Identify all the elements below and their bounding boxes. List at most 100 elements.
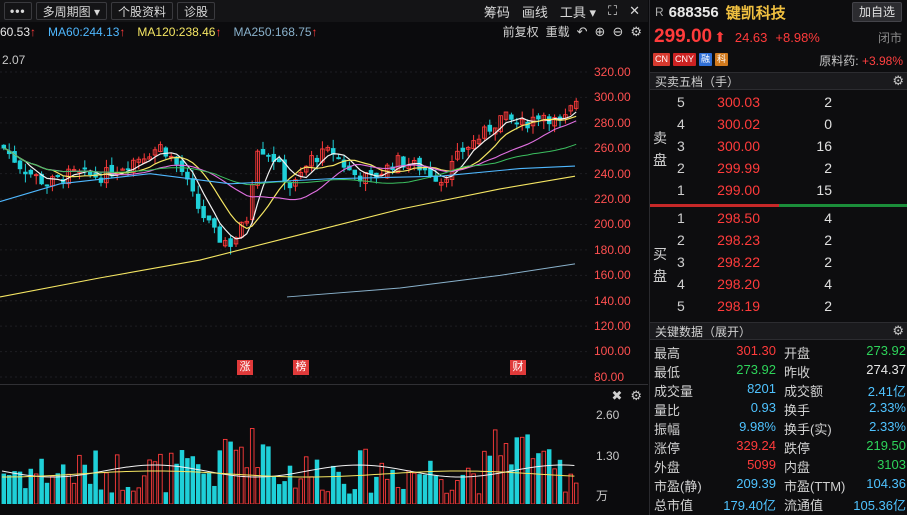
ma5-line — [3, 111, 577, 240]
close-volume-icon[interactable]: ✖ — [611, 388, 623, 403]
volume-bar — [320, 489, 325, 504]
orderbook-level: 1 — [677, 210, 685, 226]
undo-icon[interactable]: ↶ — [576, 23, 588, 39]
key-data-value: 8201 — [747, 381, 776, 396]
orderbook-qty: 16 — [816, 138, 832, 154]
candle-body — [519, 118, 525, 126]
volume-bar — [557, 459, 563, 504]
volume-bar — [487, 455, 493, 504]
limit-up-marker[interactable]: 涨 — [237, 360, 253, 375]
volume-bar — [158, 453, 163, 504]
candle-body — [509, 114, 514, 120]
adjust-dropdown[interactable]: 前复权 — [502, 25, 539, 39]
volume-bar — [82, 464, 88, 504]
kline-chart-area[interactable]: ••• 多周期图 ▾ 个股资料 诊股 筹码 画线 工具 ▾ ⛶ ✕ 60.53↑… — [0, 0, 648, 515]
candle-body — [125, 168, 131, 171]
multi-period-dropdown[interactable]: 多周期图 ▾ — [35, 2, 107, 20]
orderbook-buy-row[interactable]: 4 298.20 4 — [650, 276, 907, 298]
orderbook-buy-row[interactable]: 3 298.22 2 — [650, 254, 907, 276]
key-data-label: 成交额 — [784, 384, 824, 399]
ma40-line — [3, 143, 577, 186]
candle-body — [120, 168, 125, 171]
volume-bar — [152, 461, 158, 504]
candle-body — [28, 169, 34, 175]
stock-name: 键凯科技 — [725, 4, 786, 22]
volume-bar — [357, 450, 363, 504]
candle-body — [217, 226, 223, 243]
candle-body — [487, 124, 493, 132]
volume-settings-icon[interactable]: ⚙ — [630, 388, 642, 403]
orderbook-buy-row[interactable]: 5 298.19 2 — [650, 298, 907, 320]
key-data-row: 振幅 9.98% 换手(实) 2.33% — [650, 419, 907, 438]
orderbook-qty: 2 — [824, 160, 832, 176]
candle-body — [320, 148, 325, 163]
key-data-label: 换手(实) — [784, 422, 832, 437]
tools-dropdown[interactable]: 工具 ▾ — [559, 4, 596, 20]
candle-body — [147, 156, 152, 160]
orderbook-sell-row[interactable]: 2 299.99 2 — [650, 160, 907, 182]
candlestick-chart[interactable] — [0, 41, 590, 383]
diagnose-button[interactable]: 诊股 — [176, 2, 215, 20]
zoom-in-icon[interactable]: ⊕ — [594, 23, 606, 39]
orderbook-sell-row[interactable]: 3 300.00 16 — [650, 138, 907, 160]
volume-bar — [455, 479, 460, 504]
candle-body — [568, 105, 574, 112]
volume-bar — [395, 487, 401, 504]
volume-bar — [239, 446, 244, 504]
add-watchlist-button[interactable]: 加自选 — [851, 2, 902, 22]
candle-body — [438, 181, 444, 186]
candle-body — [336, 157, 341, 160]
chips-button[interactable]: 筹码 — [483, 4, 510, 20]
candle-body — [309, 155, 314, 167]
settings-icon[interactable]: ⚙ — [630, 23, 642, 39]
volume-bar — [503, 443, 509, 504]
concept-change[interactable]: 原料药: +3.98% — [819, 54, 903, 68]
quote-panel: R 688356 键凯科技 加自选 299.00 ⬆ 24.63 +8.98% … — [649, 0, 907, 515]
key-data-title[interactable]: 关键数据（展开） ⚙ — [650, 322, 907, 340]
candle-body — [552, 117, 557, 127]
orderbook-buy-row[interactable]: 2 298.23 2 — [650, 232, 907, 254]
zoom-out-icon[interactable]: ⊖ — [612, 23, 624, 39]
menu-button[interactable]: ••• — [4, 2, 32, 20]
candle-body — [460, 147, 466, 152]
volume-bar — [185, 458, 190, 504]
candle-body — [233, 237, 239, 245]
candle-body — [471, 140, 476, 150]
candle-body — [104, 167, 109, 184]
orderbook-qty: 2 — [824, 298, 832, 314]
volume-bar — [71, 482, 77, 504]
candle-body — [206, 215, 212, 221]
orderbook-sell-row[interactable]: 4 300.02 0 — [650, 116, 907, 138]
volume-chart[interactable] — [0, 386, 590, 504]
orderbook-settings-icon[interactable]: ⚙ — [892, 73, 904, 88]
volume-bar — [114, 454, 120, 504]
financial-marker[interactable]: 财 — [510, 360, 526, 375]
candle-body — [33, 174, 39, 177]
volume-bar — [66, 473, 71, 504]
key-data-label: 内盘 — [784, 460, 811, 475]
price-axis-label: 260.00 — [594, 141, 631, 156]
volume-bar — [44, 482, 50, 504]
candle-body — [163, 147, 169, 157]
key-data-label: 昨收 — [784, 365, 811, 380]
ranking-marker[interactable]: 榜 — [293, 360, 309, 375]
volume-bar — [411, 472, 417, 504]
orderbook-split-bar — [650, 204, 907, 207]
orderbook-sell-row[interactable]: 1 299.00 15 — [650, 182, 907, 204]
fullscreen-icon[interactable]: ⛶ — [607, 3, 618, 18]
candle-body — [185, 171, 190, 180]
orderbook-sell-row[interactable]: 5 300.03 2 — [650, 94, 907, 116]
candle-body — [71, 169, 77, 172]
last-price: 299.00 — [654, 26, 713, 47]
orderbook-qty: 15 — [816, 182, 832, 198]
candle-body — [44, 184, 50, 187]
close-icon[interactable]: ✕ — [629, 3, 640, 18]
orderbook-buy-row[interactable]: 1 298.50 4 — [650, 210, 907, 232]
volume-bar — [50, 475, 55, 504]
reload-button[interactable]: 重载 — [545, 25, 570, 39]
volume-bar — [228, 441, 233, 504]
key-data-settings-icon[interactable]: ⚙ — [892, 323, 904, 338]
draw-line-button[interactable]: 画线 — [521, 4, 548, 20]
price-axis-label: 300.00 — [594, 90, 631, 105]
stock-profile-button[interactable]: 个股资料 — [110, 2, 173, 20]
